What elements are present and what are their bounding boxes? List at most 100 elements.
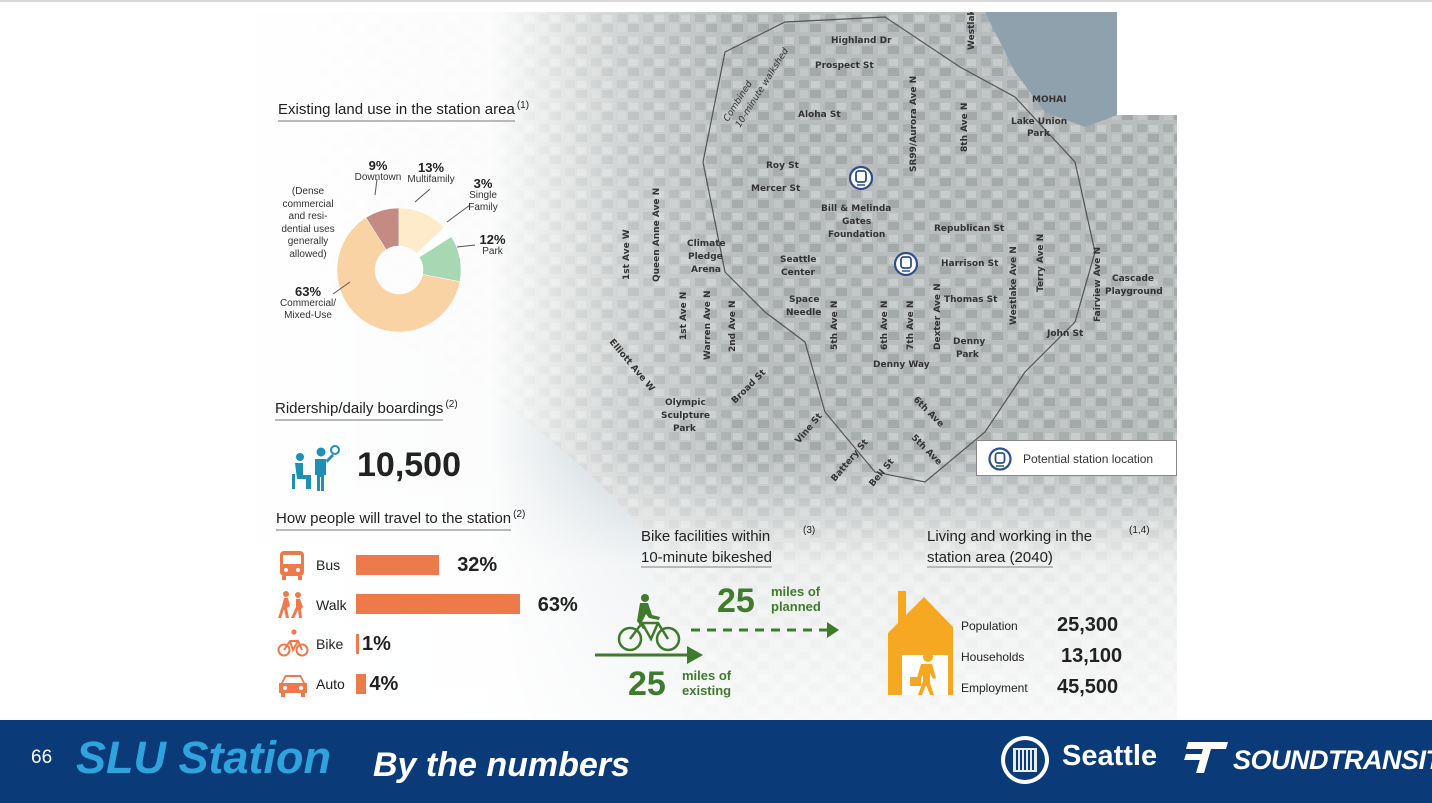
bike-facilities-heading: Bike facilities within (3) 10-minute bike…: [641, 525, 816, 568]
walk-icon: [278, 591, 303, 618]
mode-bar-walk: [356, 594, 520, 614]
mode-pct-bike: 1%: [362, 633, 391, 655]
svg-text:Park: Park: [1027, 129, 1051, 139]
svg-text:Highland Dr: Highland Dr: [831, 36, 892, 46]
station-marker-2: [893, 251, 919, 277]
dense-uses-note: (Dense commercial and resi- dential uses…: [281, 186, 335, 260]
svg-text:SR99/Aurora Ave N: SR99/Aurora Ave N: [909, 76, 919, 172]
mode-bar-bus: [356, 555, 440, 575]
slide-footer: 66 SLU Station By the numbers Seattle SO…: [0, 720, 1432, 803]
mode-pct-walk: 63%: [537, 594, 578, 616]
svg-text:Harrison St: Harrison St: [941, 259, 999, 269]
land-use-heading: Existing land use in the station area (1): [278, 100, 529, 122]
stat-label-households: Households: [961, 650, 1025, 664]
sound-transit-wordmark: SOUNDTRANSIT: [1233, 745, 1432, 775]
slide-title: SLU Station: [76, 732, 331, 783]
svg-text:Prospect St: Prospect St: [815, 61, 874, 71]
pie-label-commercial: 63% Commercial/ Mixed-Use: [279, 284, 337, 321]
mode-label-bus: Bus: [316, 557, 341, 573]
svg-text:6th Ave N: 6th Ave N: [880, 301, 890, 350]
svg-text:Gates: Gates: [842, 217, 871, 227]
legend-label: Potential station location: [1023, 452, 1154, 466]
svg-text:Thomas St: Thomas St: [944, 295, 998, 305]
stat-value-population: 25,300: [1057, 614, 1119, 636]
svg-text:Needle: Needle: [786, 308, 821, 318]
pie-label-single-family: 3% Single Family: [468, 176, 498, 213]
mode-label-auto: Auto: [316, 676, 345, 692]
ridership-heading: Ridership/daily boardings (2): [275, 399, 458, 421]
mode-bar-bike: [356, 634, 359, 654]
bike-planned-number: 25: [717, 582, 755, 620]
svg-text:Space: Space: [789, 295, 819, 305]
ridership-value: 10,500: [357, 446, 461, 484]
cyclist-arrows-graphic: [595, 594, 839, 664]
stat-value-households: 13,100: [1061, 645, 1123, 667]
stat-value-employment: 45,500: [1057, 676, 1119, 698]
svg-text:Aloha St: Aloha St: [798, 110, 841, 120]
svg-text:Playground: Playground: [1105, 287, 1163, 297]
seattle-wordmark: Seattle: [1062, 740, 1158, 772]
svg-text:Westlake Ave N: Westlake Ave N: [1009, 246, 1019, 325]
pie-label-downtown: 9% Downtown: [354, 158, 402, 183]
svg-text:Mercer St: Mercer St: [751, 184, 801, 194]
stat-label-employment: Employment: [961, 681, 1028, 695]
svg-text:Foundation: Foundation: [828, 230, 885, 240]
mode-label-bike: Bike: [316, 636, 344, 652]
svg-text:Fairview Ave N: Fairview Ave N: [1093, 247, 1103, 322]
living-working-heading: Living and working in the (1,4) station a…: [927, 525, 1150, 568]
bike-existing-number: 25: [628, 665, 666, 703]
svg-text:5th Ave N: 5th Ave N: [830, 301, 840, 350]
stat-label-population: Population: [961, 619, 1018, 633]
mode-bar-auto: [356, 674, 367, 694]
station-marker-1: [848, 165, 874, 191]
svg-text:Seattle: Seattle: [780, 255, 816, 265]
svg-text:Climate: Climate: [687, 239, 726, 249]
cyclist-icon: [617, 594, 681, 652]
svg-text:Park: Park: [956, 350, 980, 360]
svg-text:Bill & Melinda: Bill & Melinda: [821, 204, 891, 214]
pie-label-park: 12% Park: [479, 232, 506, 257]
land-use-donut-chart: [336, 207, 462, 333]
svg-text:Olympic: Olympic: [665, 398, 706, 408]
svg-text:Park: Park: [673, 424, 697, 434]
svg-text:MOHAI: MOHAI: [1032, 95, 1066, 105]
seattle-seal-icon: [1001, 736, 1049, 784]
slide-subtitle: By the numbers: [373, 746, 630, 784]
svg-text:Dexter Ave N: Dexter Ave N: [933, 283, 943, 350]
slide-infographic: Highland Dr Prospect St Westlake SR99/Au…: [225, 12, 1177, 720]
svg-text:Arena: Arena: [691, 265, 721, 275]
mode-label-walk: Walk: [316, 597, 347, 613]
svg-text:Westlake: Westlake: [967, 12, 977, 50]
svg-text:Queen Anne Ave N: Queen Anne Ave N: [652, 188, 662, 282]
svg-text:Denny: Denny: [953, 337, 985, 347]
pie-leader-lines: [332, 178, 476, 295]
bus-icon: [280, 551, 304, 580]
svg-text:8th Ave N: 8th Ave N: [960, 103, 970, 152]
train-station-icon: [988, 447, 1012, 471]
svg-text:Republican St: Republican St: [934, 224, 1005, 234]
svg-text:1st Ave W: 1st Ave W: [622, 229, 632, 280]
svg-text:2nd Ave N: 2nd Ave N: [728, 300, 738, 352]
svg-text:Warren Ave N: Warren Ave N: [703, 291, 713, 360]
svg-text:7th Ave N: 7th Ave N: [906, 301, 916, 350]
pie-label-multifamily: 13% Multifamily: [407, 160, 455, 185]
top-rule: [0, 0, 1432, 2]
sound-transit-logo-icon: [1184, 742, 1228, 773]
page-number: 66: [31, 747, 53, 768]
mode-pct-auto: 4%: [369, 673, 399, 695]
bike-icon: [277, 629, 309, 657]
svg-text:Center: Center: [781, 268, 816, 278]
svg-text:Sculpture: Sculpture: [661, 411, 710, 421]
svg-text:Lake Union: Lake Union: [1011, 117, 1067, 127]
svg-text:1st Ave N: 1st Ave N: [679, 292, 689, 340]
travel-heading: How people will travel to the station (2): [276, 509, 525, 531]
map-legend: Potential station location: [976, 440, 1177, 476]
svg-text:Pledge: Pledge: [688, 252, 723, 262]
house-worker-icon: [888, 591, 953, 695]
bike-planned-label: miles of planned: [771, 584, 821, 614]
mode-pct-bus: 32%: [457, 554, 498, 576]
svg-text:John St: John St: [1046, 329, 1084, 339]
svg-text:Terry Ave N: Terry Ave N: [1036, 234, 1046, 292]
svg-text:Cascade: Cascade: [1112, 274, 1154, 284]
bike-existing-label: miles of existing: [682, 668, 732, 698]
